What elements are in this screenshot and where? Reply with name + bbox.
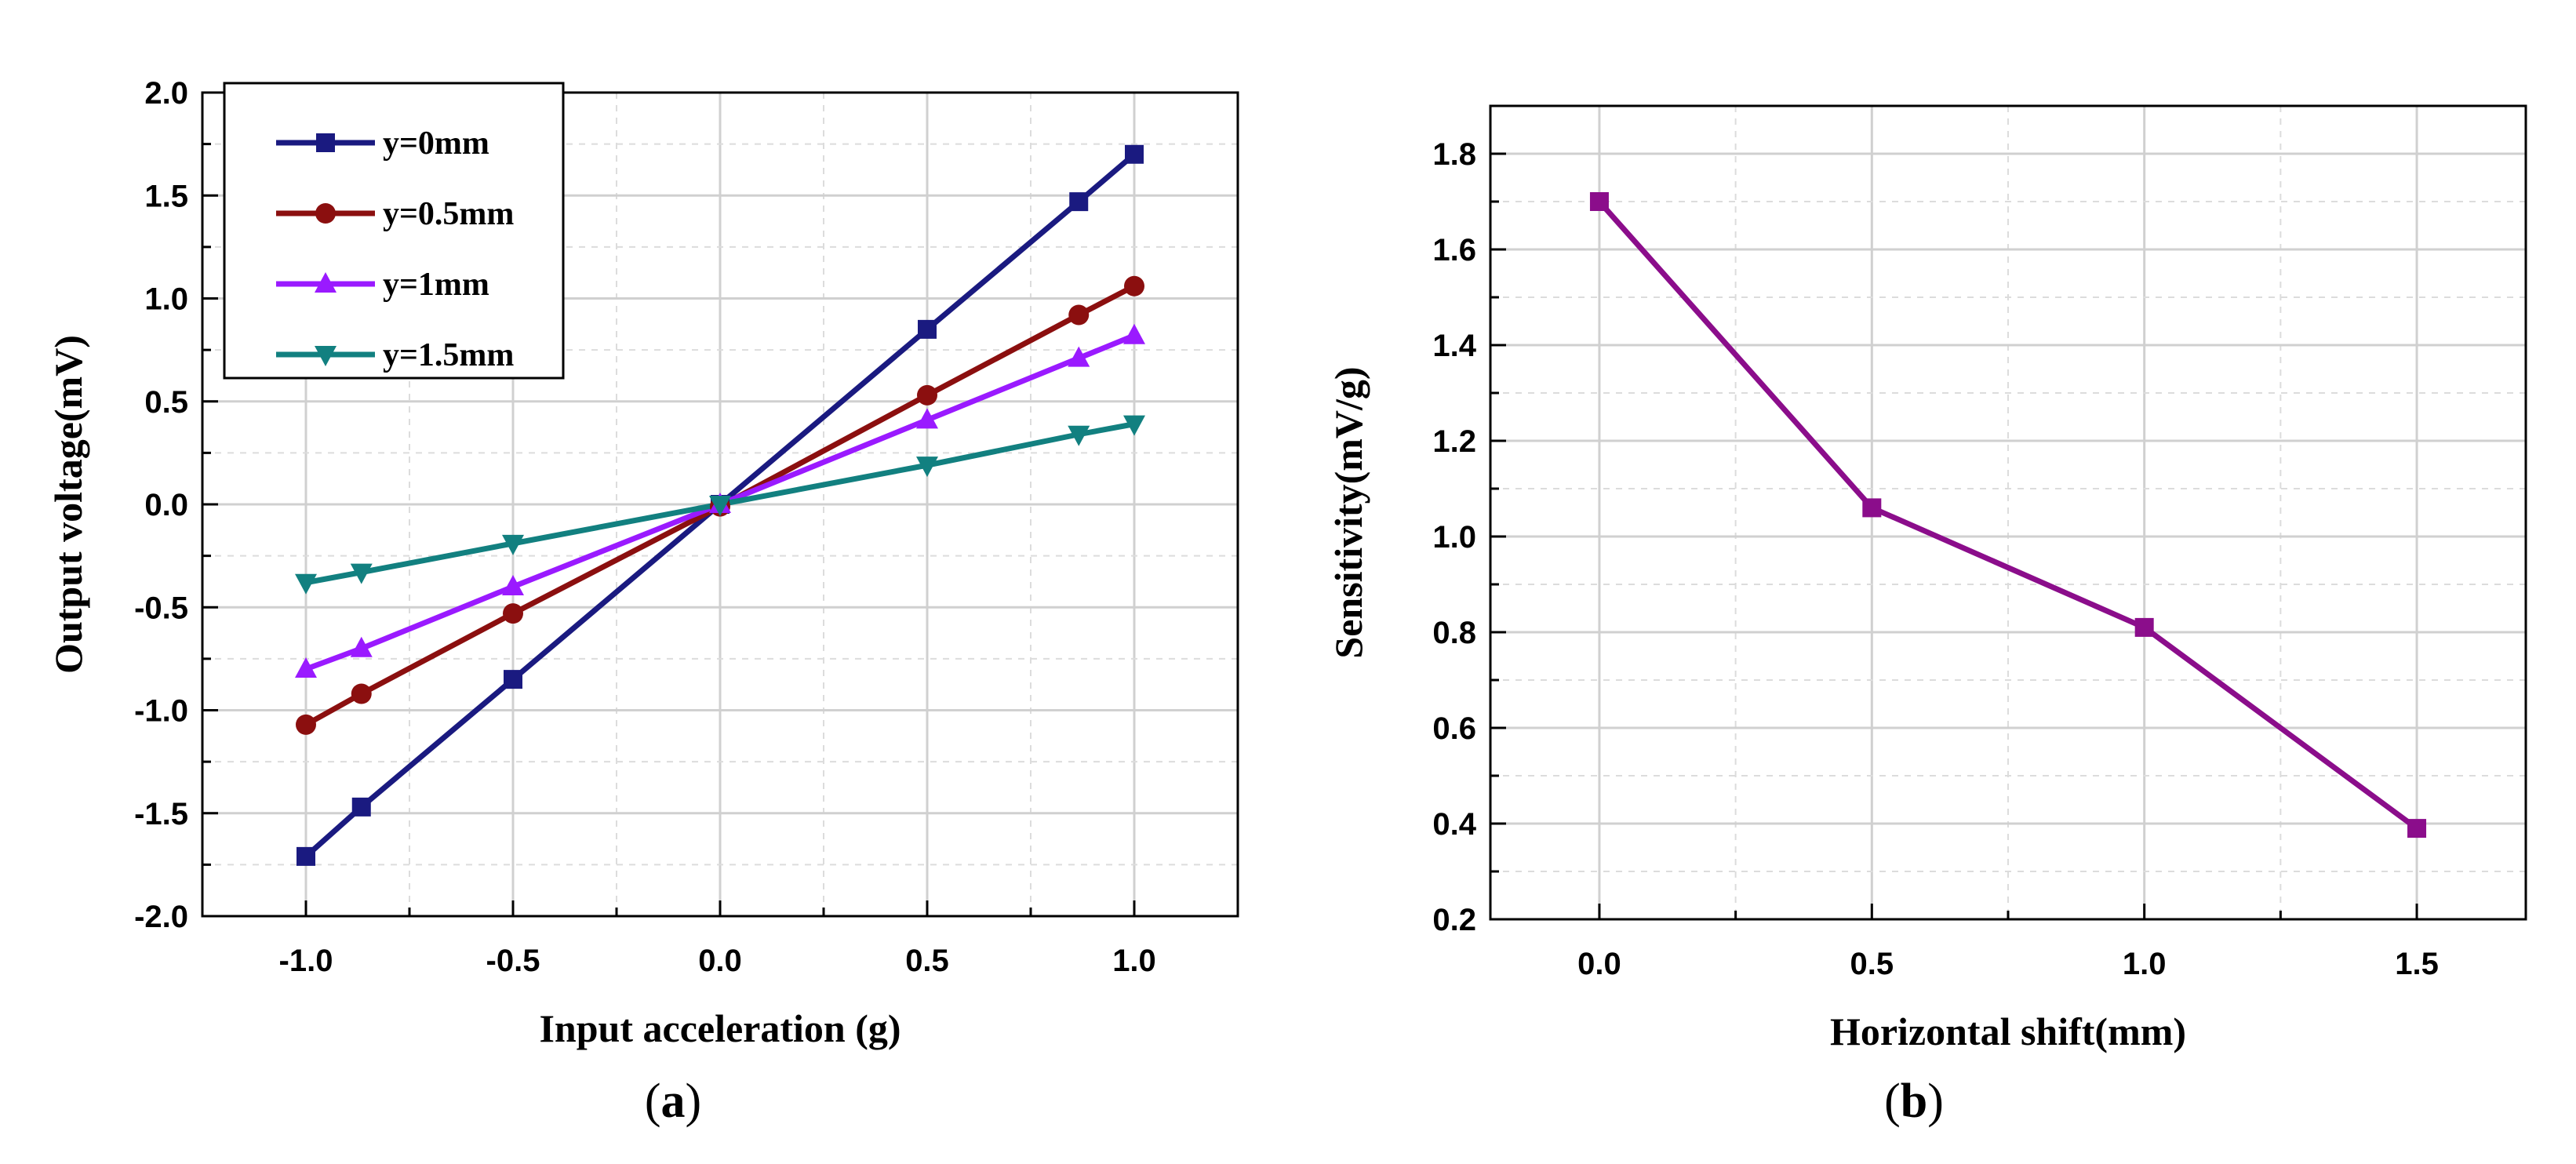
x-tick-label: 0.0: [1577, 947, 1621, 981]
data-point: [295, 573, 317, 595]
y-tick-label: 0.2: [1432, 903, 1476, 937]
chart-b-panel-label: (b): [1884, 1075, 1944, 1128]
legend-label: y=0mm: [383, 125, 489, 162]
data-point: [504, 670, 522, 689]
data-point: [916, 408, 938, 429]
y-tick-label: 0.8: [1432, 616, 1476, 650]
chart-b-y-axis-title: Sensitivity(mV/g): [1326, 366, 1370, 658]
chart-a-legend: y=0mm y=0.5mm y=1mm y=1.5mm: [223, 82, 565, 380]
data-point: [2134, 617, 2154, 637]
chart-b-ticks: 0.0 0.5 1.0 1.5 0.2 0.4 0.6 0.8 1.0 1.2 1.4 1.6 1.8: [1432, 104, 2439, 981]
x-tick-label: -0.5: [486, 944, 540, 978]
data-point: [297, 846, 315, 866]
data-point: [917, 384, 937, 406]
data-point: [709, 496, 731, 516]
legend-label: y=1mm: [383, 267, 489, 303]
data-point: [502, 575, 524, 595]
y-tick-label: -2.0: [134, 900, 188, 934]
x-tick-label: 0.5: [905, 944, 949, 978]
chart-b-grid: [1490, 105, 2526, 919]
panel-b-open-paren: (: [1884, 1075, 1901, 1128]
legend-label: y=0.5mm: [383, 196, 514, 232]
series-line-sensitivity: [1597, 199, 2419, 831]
x-tick-label: 1.0: [2123, 947, 2167, 981]
y-tick-label: -1.5: [134, 797, 188, 831]
data-point: [1123, 415, 1145, 436]
chart-a-series: [295, 144, 1145, 866]
legend-swatch-marker: [315, 346, 337, 366]
data-point: [296, 714, 316, 735]
data-point: [351, 797, 371, 817]
chart-b-series: [1589, 192, 2427, 838]
y-tick-label: -0.5: [134, 591, 188, 625]
data-point: [1068, 346, 1090, 367]
data-point: [351, 683, 372, 704]
x-tick-label: 1.0: [1112, 944, 1156, 978]
chart-a: -1.0 -0.5 0.0 0.5 1.0 -2.0 -1.5 -1.0 -0.5 0.0 0.5 1…: [46, 76, 1239, 1128]
y-tick-label: 2.0: [144, 76, 188, 111]
y-tick-label: 1.0: [144, 282, 188, 317]
y-tick-label: 0.5: [144, 385, 188, 420]
y-tick-label: 1.5: [144, 179, 188, 213]
panel-a-open-paren: (: [645, 1075, 661, 1128]
chart-a-y-axis-title: Output voltage(mV): [46, 335, 90, 674]
data-point: [918, 319, 937, 339]
data-point: [916, 457, 938, 478]
data-point: [502, 534, 524, 555]
chart-a-x-axis-title: Input acceleration (g): [539, 1006, 901, 1050]
y-tick-label: 1.4: [1432, 329, 1476, 363]
chart-a-panel-label: (a): [645, 1075, 701, 1128]
y-tick-label: 1.0: [1432, 520, 1476, 555]
legend-swatch-marker: [315, 203, 336, 224]
data-point: [503, 603, 523, 624]
data-point: [350, 636, 373, 657]
chart-b-x-axis-title: Horizontal shift(mm): [1830, 1009, 2186, 1053]
y-tick-label: 0.4: [1432, 807, 1476, 842]
data-point: [295, 657, 317, 678]
chart-b: 0.0 0.5 1.0 1.50.20.40.60.81.01.21.41.61.8 …: [1326, 104, 2527, 1128]
legend-swatch-marker: [315, 272, 337, 293]
legend-label: y=1.5mm: [383, 337, 514, 373]
x-tick-label: 0.0: [698, 944, 742, 978]
x-tick-label: -1.0: [279, 944, 333, 978]
panel-a-close-paren: ): [686, 1075, 702, 1128]
data-point: [1124, 275, 1144, 296]
data-point: [350, 563, 373, 584]
panel-b-close-paren: ): [1927, 1075, 1944, 1128]
data-point: [1125, 144, 1144, 164]
y-tick-label: 1.6: [1432, 233, 1476, 267]
legend-box: [223, 82, 565, 380]
y-tick-label: 1.2: [1432, 424, 1476, 459]
y-tick-label: -1.0: [134, 694, 188, 729]
y-tick-label: 0.0: [144, 488, 188, 522]
data-point: [1069, 192, 1089, 212]
legend-swatch-marker: [316, 133, 335, 152]
data-point: [2407, 819, 2427, 838]
data-point: [1123, 323, 1145, 344]
x-tick-label: 1.5: [2395, 947, 2439, 981]
x-tick-label: 0.5: [1850, 947, 1894, 981]
data-point: [1862, 498, 1882, 518]
panel-a-letter: a: [661, 1075, 686, 1128]
data-point: [1068, 425, 1090, 446]
panel-b-letter: b: [1901, 1075, 1927, 1128]
data-point: [1589, 192, 1609, 211]
chart-a-ticks: -1.0 -0.5 0.0 0.5 1.0 -2.0 -1.5 -1.0 -0.5 0.0 0.5 1…: [134, 76, 1239, 978]
y-tick-label: 1.8: [1432, 137, 1476, 172]
data-point: [1068, 304, 1090, 326]
y-tick-label: 0.6: [1432, 711, 1476, 746]
